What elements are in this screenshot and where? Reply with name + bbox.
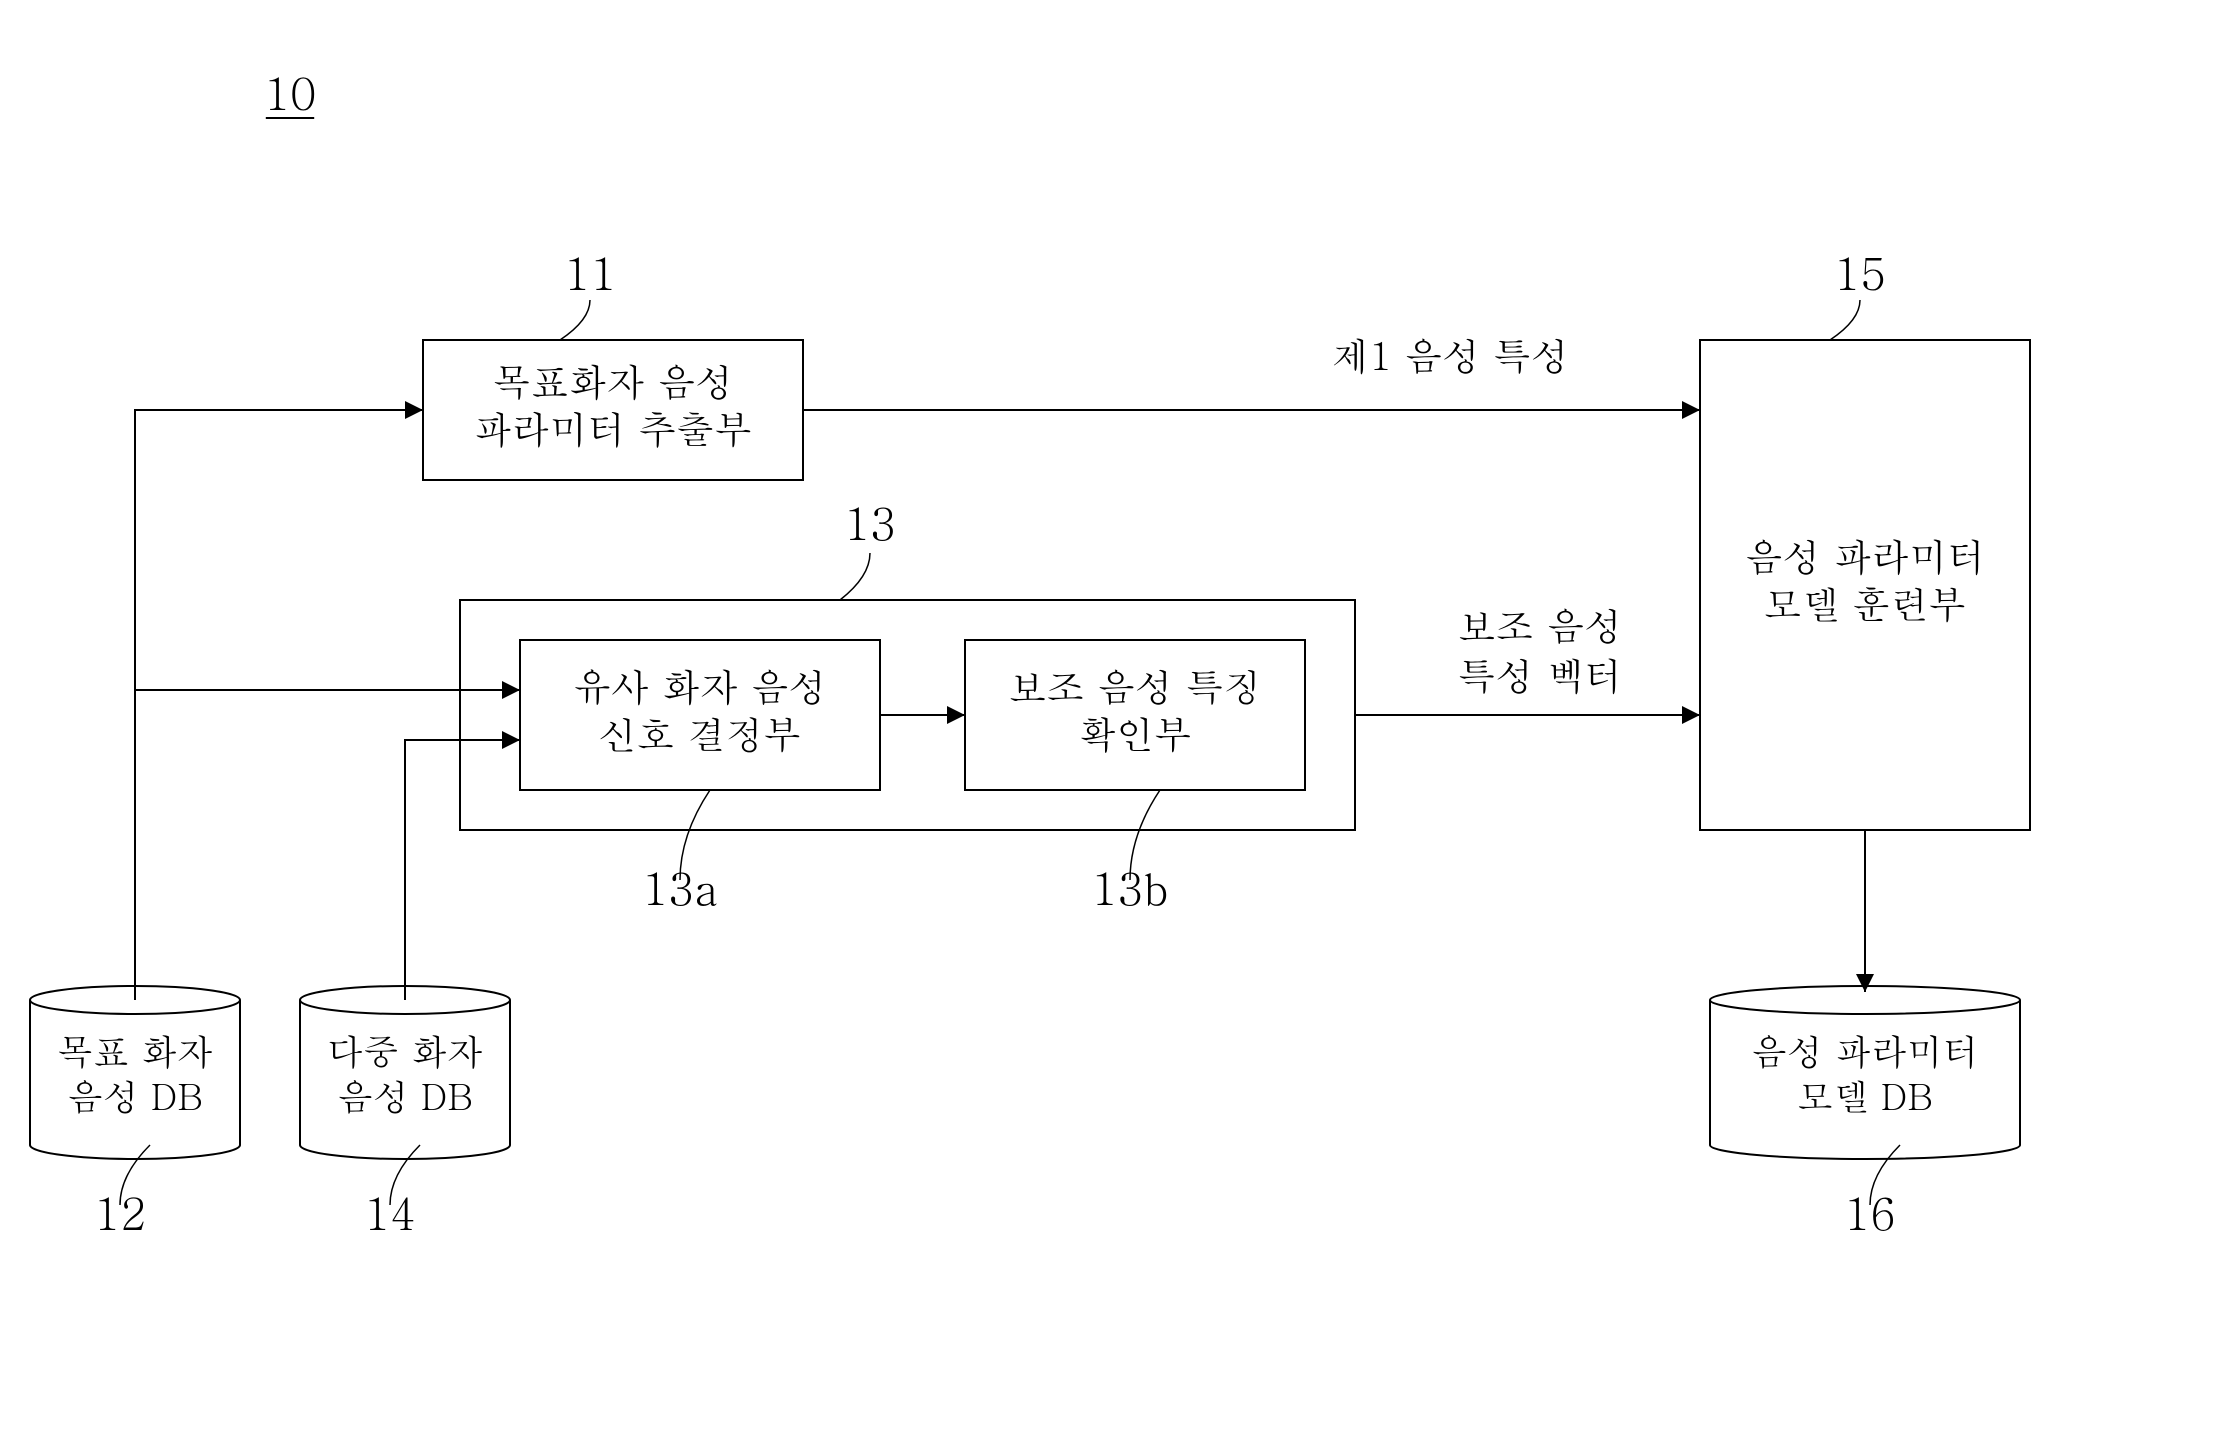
box-b15-label: 음성 파라미터 [1745, 528, 1986, 582]
db-db14-label: 음성 DB [337, 1070, 473, 1121]
ref-b11: 11 [564, 241, 616, 303]
ref-b13: 13 [844, 491, 896, 553]
leader-15 [1830, 300, 1860, 340]
db-db16-label: 모델 DB [1797, 1070, 1933, 1121]
db-db12-label: 목표 화자 [57, 1025, 213, 1076]
edge-label-e11_15: 제1 음성 특성 [1331, 327, 1569, 381]
db-db12-label: 음성 DB [67, 1070, 203, 1121]
edge-db14-to-b13a [405, 740, 520, 1000]
edge-label-e13_15_b: 특성 벡터 [1458, 647, 1623, 701]
box-b13b-label: 확인부 [1078, 705, 1192, 759]
db-db14-label: 다중 화자 [327, 1025, 483, 1076]
edge-db12-to-b11 [135, 410, 423, 1000]
box-b11-label: 목표화자 음성 [493, 353, 734, 407]
db-db16-label: 음성 파라미터 [1751, 1025, 1979, 1076]
ref-b15: 15 [1834, 241, 1886, 303]
leader-11 [560, 300, 590, 340]
edge-label-e13_15_a: 보조 음성 [1458, 597, 1623, 651]
box-b13a-label: 유사 화자 음성 [573, 658, 826, 712]
ref-b13b: 13b [1091, 856, 1169, 918]
ref-db14: 14 [364, 1181, 416, 1243]
ref-b13a: 13a [642, 856, 718, 918]
box-b11-label: 파라미터 추출부 [474, 400, 753, 454]
leader-13 [840, 553, 870, 600]
box-b13b-label: 보조 음성 특징 [1008, 658, 1261, 712]
box-b13a-label: 신호 결정부 [599, 705, 802, 759]
figure-label: 10 [264, 61, 316, 123]
ref-db12: 12 [94, 1181, 146, 1243]
box-b15-label: 모델 훈련부 [1764, 575, 1967, 629]
ref-db16: 16 [1844, 1181, 1896, 1243]
